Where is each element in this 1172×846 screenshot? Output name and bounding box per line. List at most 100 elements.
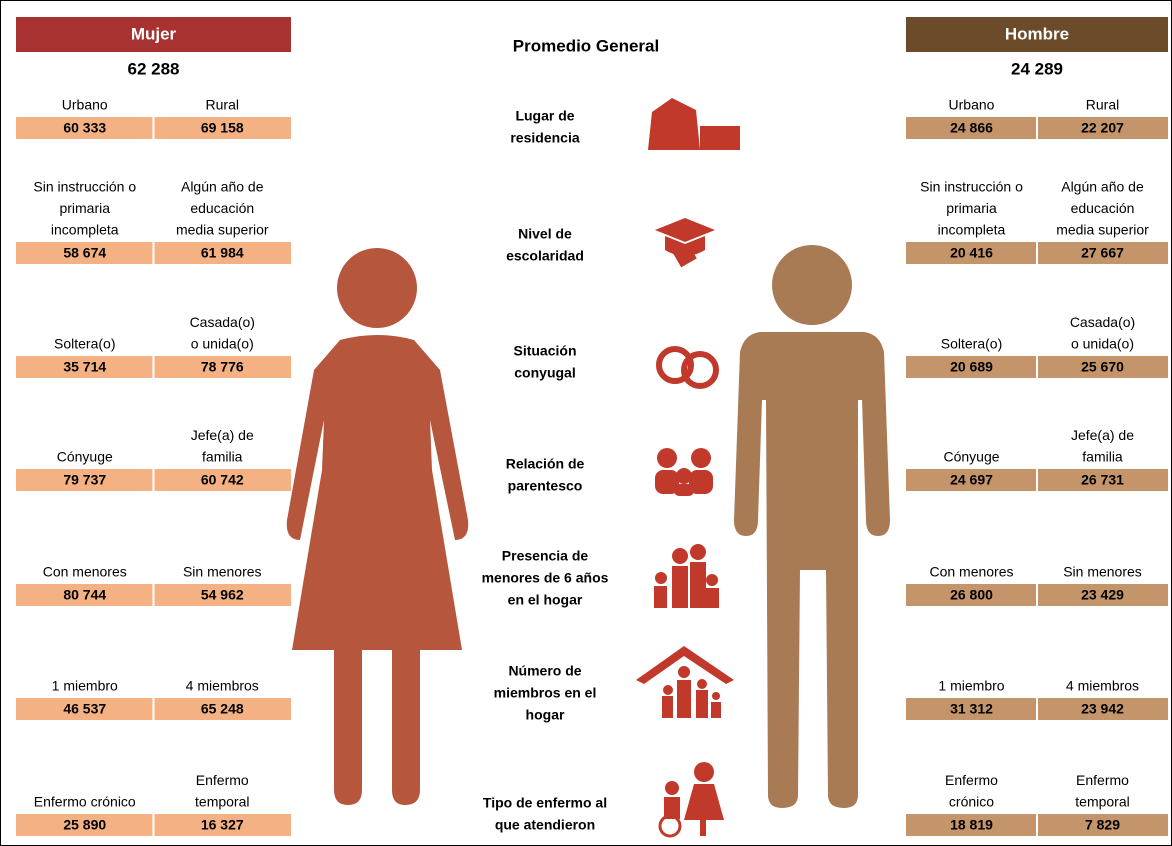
category-label: Sin instrucción o bbox=[920, 179, 1023, 195]
category-label: Con menores bbox=[929, 564, 1013, 580]
center-category: Situación bbox=[513, 343, 576, 359]
value: 26 731 bbox=[1081, 472, 1124, 488]
center-category: menores de 6 años bbox=[482, 570, 609, 586]
category-label: o unida(o) bbox=[191, 336, 254, 352]
category-label: Con menores bbox=[43, 564, 127, 580]
header-title: Hombre bbox=[1005, 24, 1069, 43]
category-label: primaria bbox=[946, 200, 997, 216]
center-category: hogar bbox=[526, 707, 565, 723]
category-label: o unida(o) bbox=[1071, 336, 1134, 352]
category-label: Sin instrucción o bbox=[33, 179, 136, 195]
value: 58 674 bbox=[63, 245, 106, 261]
category-label: Urbano bbox=[949, 97, 995, 113]
center-category: Relación de bbox=[506, 456, 585, 472]
icons bbox=[636, 98, 740, 838]
value: 60 742 bbox=[201, 472, 244, 488]
category-label: Enfermo bbox=[945, 772, 998, 788]
center-category: conyugal bbox=[514, 365, 575, 381]
center-category: Lugar de bbox=[515, 108, 574, 124]
center-category: Nivel de bbox=[518, 226, 572, 242]
category-label: Casada(o) bbox=[190, 314, 255, 330]
value-bar bbox=[154, 584, 291, 606]
value-bar bbox=[906, 117, 1036, 139]
value: 7 829 bbox=[1085, 817, 1120, 833]
value-bar bbox=[154, 469, 291, 491]
category-label: Jefe(a) de bbox=[191, 427, 254, 443]
value-bar bbox=[154, 117, 291, 139]
value: 22 207 bbox=[1081, 120, 1124, 136]
header-bar bbox=[906, 17, 1168, 52]
value-bar bbox=[1038, 117, 1168, 139]
center-category: parentesco bbox=[508, 478, 583, 494]
average-value: 62 288 bbox=[128, 59, 180, 78]
home-members-icon bbox=[636, 646, 734, 718]
category-label: Enfermo bbox=[196, 772, 249, 788]
category-label: Soltera(o) bbox=[54, 336, 115, 352]
value-bar bbox=[906, 242, 1036, 264]
value: 25 890 bbox=[63, 817, 106, 833]
value: 16 327 bbox=[201, 817, 244, 833]
value: 18 819 bbox=[950, 817, 993, 833]
category-label: Sin menores bbox=[183, 564, 262, 580]
value-bar bbox=[1038, 698, 1168, 720]
value-bar bbox=[1038, 814, 1168, 836]
care-icon bbox=[658, 762, 724, 838]
value: 60 333 bbox=[63, 120, 106, 136]
category-label: Rural bbox=[1086, 97, 1119, 113]
value-bar bbox=[16, 117, 153, 139]
value: 78 776 bbox=[201, 359, 244, 375]
children-icon bbox=[654, 544, 719, 608]
category-label: incompleta bbox=[938, 222, 1006, 238]
center-category: que atendieron bbox=[495, 817, 595, 833]
value: 24 866 bbox=[950, 120, 993, 136]
category-label: Enfermo bbox=[1076, 772, 1129, 788]
value: 65 248 bbox=[201, 701, 244, 717]
value: 46 537 bbox=[63, 701, 106, 717]
category-label: 4 miembros bbox=[1066, 678, 1139, 694]
value-bar bbox=[16, 469, 153, 491]
value-bar bbox=[906, 469, 1036, 491]
value-bar bbox=[154, 698, 291, 720]
category-label: familia bbox=[202, 449, 243, 465]
category-label: Algún año de bbox=[1061, 179, 1144, 195]
value: 54 962 bbox=[201, 587, 244, 603]
category-label: temporal bbox=[195, 794, 249, 810]
average-value: 24 289 bbox=[1011, 59, 1063, 78]
value-bar bbox=[906, 356, 1036, 378]
value: 26 800 bbox=[950, 587, 993, 603]
value: 69 158 bbox=[201, 120, 244, 136]
value-bar bbox=[154, 356, 291, 378]
value: 24 697 bbox=[950, 472, 993, 488]
value-bar bbox=[16, 242, 153, 264]
value: 31 312 bbox=[950, 701, 993, 717]
category-label: 4 miembros bbox=[186, 678, 259, 694]
category-label: Soltera(o) bbox=[941, 336, 1002, 352]
category-label: Algún año de bbox=[181, 179, 264, 195]
value: 25 670 bbox=[1081, 359, 1124, 375]
value-bar bbox=[906, 698, 1036, 720]
man-figure bbox=[734, 245, 890, 808]
category-label: Jefe(a) de bbox=[1071, 427, 1134, 443]
category-label: Urbano bbox=[62, 97, 108, 113]
value-bar bbox=[16, 814, 153, 836]
category-label: primaria bbox=[59, 200, 110, 216]
woman-figure bbox=[286, 248, 469, 805]
category-label: media superior bbox=[1056, 222, 1149, 238]
value: 23 942 bbox=[1081, 701, 1124, 717]
value: 23 429 bbox=[1081, 587, 1124, 603]
value: 35 714 bbox=[63, 359, 106, 375]
house-icon bbox=[648, 98, 740, 150]
category-label: crónico bbox=[949, 794, 994, 810]
center-category: residencia bbox=[510, 130, 579, 146]
family-icon bbox=[655, 448, 713, 496]
value: 27 667 bbox=[1081, 245, 1124, 261]
value-bar bbox=[906, 584, 1036, 606]
rings-icon bbox=[656, 346, 719, 389]
header-title: Mujer bbox=[131, 24, 177, 43]
category-label: media superior bbox=[176, 222, 269, 238]
center-category: en el hogar bbox=[508, 592, 583, 608]
center-category: Presencia de bbox=[502, 548, 589, 564]
value-bar bbox=[906, 814, 1036, 836]
category-label: incompleta bbox=[51, 222, 119, 238]
category-label: 1 miembro bbox=[938, 678, 1004, 694]
